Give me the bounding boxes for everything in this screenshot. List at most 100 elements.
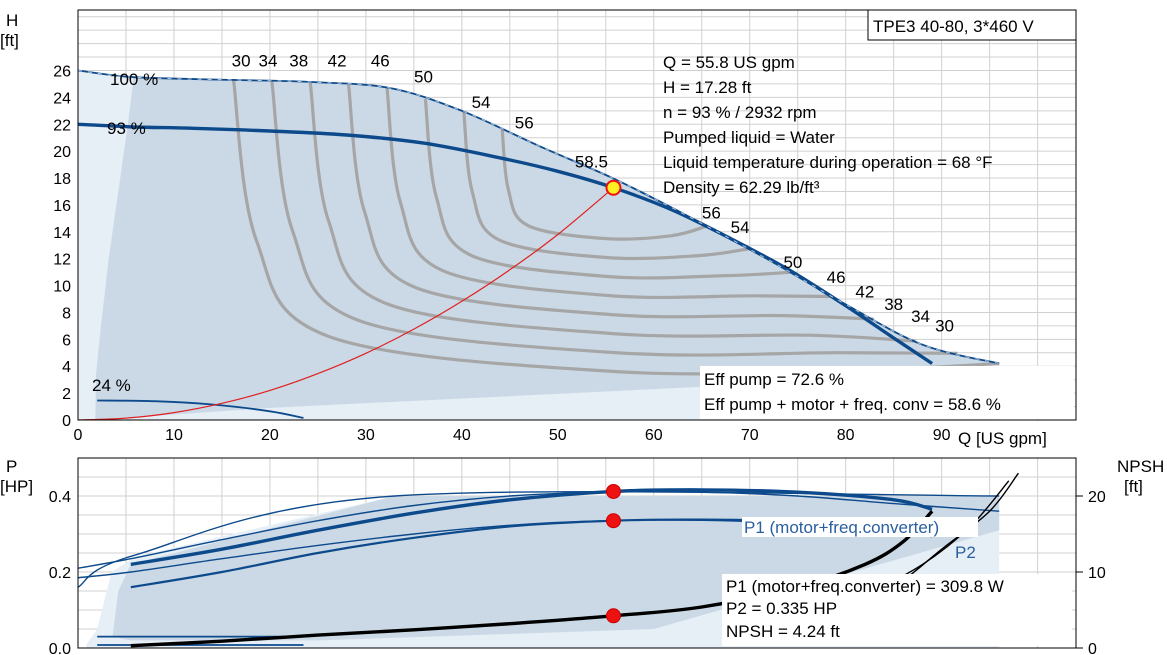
iso-efficiency-curve-54 bbox=[462, 111, 749, 261]
info-liquid: Pumped liquid = Water bbox=[663, 128, 835, 147]
speed-label: 24 % bbox=[92, 376, 131, 395]
speed-curves bbox=[78, 69, 1000, 419]
chart-title: TPE3 40-80, 3*460 V bbox=[873, 17, 1034, 36]
power-tick-labels: 0.0 0.2 0.4 0 10 20 bbox=[49, 489, 1106, 655]
efficiency-label: 34 bbox=[911, 307, 930, 326]
efficiency-label: 30 bbox=[232, 51, 251, 70]
eff-total: Eff pump + motor + freq. conv = 58.6 % bbox=[704, 395, 1001, 414]
y-tick-label: 22 bbox=[53, 117, 71, 134]
x-tick-label: 10 bbox=[165, 427, 183, 444]
speed-label: 100 % bbox=[110, 70, 158, 89]
npsh-curve bbox=[130, 510, 934, 648]
x-tick-label: 80 bbox=[837, 427, 855, 444]
p2-series-label: P2 bbox=[955, 543, 976, 562]
npsh-tick-label: 0 bbox=[1088, 641, 1097, 655]
head-axis-label-line2: [ft] bbox=[0, 31, 19, 50]
power-tick-label: 0.2 bbox=[49, 565, 71, 582]
speed-label: 93 % bbox=[107, 119, 146, 138]
y-tick-label: 2 bbox=[62, 386, 71, 403]
y-tick-label: 24 bbox=[53, 90, 71, 107]
efficiency-label: 56 bbox=[515, 113, 534, 132]
efficiency-label: 58.5 bbox=[575, 152, 608, 171]
iso-efficiency-curve-34 bbox=[270, 80, 958, 357]
npsh-axis-label-line1: NPSH bbox=[1117, 457, 1164, 476]
y-tick-label: 6 bbox=[62, 332, 71, 349]
x-tick-label: 90 bbox=[933, 427, 951, 444]
power-chart-frame bbox=[77, 457, 1077, 649]
efficiency-label: 46 bbox=[371, 51, 390, 70]
y-tick-label: 20 bbox=[53, 144, 71, 161]
eff-pump: Eff pump = 72.6 % bbox=[704, 370, 844, 389]
y-tick-label: 26 bbox=[53, 63, 71, 80]
efficiency-label: 54 bbox=[472, 93, 491, 112]
y-tick-label: 0 bbox=[62, 413, 71, 430]
iso-efficiency-curves bbox=[231, 79, 1000, 376]
operating-point bbox=[605, 179, 622, 196]
power-operating-point-1 bbox=[605, 513, 621, 529]
iso-efficiency-curve-38 bbox=[308, 81, 916, 343]
info-density: Density = 62.29 lb/ft³ bbox=[663, 178, 820, 197]
iso-efficiency-curve-46 bbox=[385, 87, 833, 300]
operating-point-marker bbox=[605, 179, 622, 196]
y-tick-label: 14 bbox=[53, 225, 71, 242]
x-tick-label: 70 bbox=[741, 427, 759, 444]
power-operating-point-2 bbox=[605, 608, 621, 624]
npsh-tick-label: 10 bbox=[1088, 565, 1106, 582]
power-axis-label-line2: [HP] bbox=[0, 477, 33, 496]
speed-curve-24 bbox=[97, 399, 304, 419]
efficiency-label: 50 bbox=[783, 253, 802, 272]
flow-axis-label: Q [US gpm] bbox=[958, 429, 1047, 448]
x-tick-label: 30 bbox=[357, 427, 375, 444]
power-curve-0 bbox=[130, 488, 933, 567]
x-tick-label: 50 bbox=[549, 427, 567, 444]
readout-p1: P1 (motor+freq.converter) = 309.8 W bbox=[726, 577, 1004, 596]
y-tick-label: 18 bbox=[53, 171, 71, 188]
info-text-block: Q = 55.8 US gpm H = 17.28 ft n = 93 % / … bbox=[663, 53, 993, 197]
power-operating-point-0 bbox=[605, 483, 621, 499]
efficiency-label: 56 bbox=[702, 203, 721, 222]
x-tick-label: 60 bbox=[645, 427, 663, 444]
readout-p2: P2 = 0.335 HP bbox=[726, 599, 837, 618]
p1-label-bg bbox=[742, 517, 978, 537]
y-tick-label: 16 bbox=[53, 198, 71, 215]
power-tick-label: 0.4 bbox=[49, 489, 71, 506]
speed-labels: 100 % 93 % 24 % bbox=[92, 70, 158, 395]
head-axis-label-line1: H bbox=[6, 11, 18, 30]
power-envelope-line-0 bbox=[78, 491, 1000, 569]
efficiency-label: 50 bbox=[414, 68, 433, 87]
npsh-axis-label-line2: [ft] bbox=[1124, 477, 1143, 496]
p1-series-label: P1 (motor+freq.converter) bbox=[744, 518, 939, 537]
iso-efficiency-curve-50 bbox=[423, 99, 791, 280]
info-temperature: Liquid temperature during operation = 68… bbox=[663, 153, 993, 172]
efficiency-label: 54 bbox=[731, 218, 750, 237]
power-axis-label-line1: P bbox=[6, 457, 17, 476]
efficiency-label: 34 bbox=[259, 51, 278, 70]
info-flow: Q = 55.8 US gpm bbox=[663, 53, 795, 72]
efficiency-label: 38 bbox=[289, 51, 308, 70]
y-tick-label: 4 bbox=[62, 359, 71, 376]
y-tick-label: 12 bbox=[53, 252, 71, 269]
npsh-tick-label: 20 bbox=[1088, 489, 1106, 506]
iso-efficiency-curve-42 bbox=[347, 84, 874, 321]
head-tick-labels: 0 10 20 30 40 50 60 70 80 90024681012141618202224… bbox=[53, 63, 950, 444]
y-tick-label: 10 bbox=[53, 279, 71, 296]
power-operating-points bbox=[605, 483, 621, 624]
info-speed: n = 93 % / 2932 rpm bbox=[663, 103, 817, 122]
efficiency-label: 30 bbox=[935, 316, 954, 335]
readout-npsh: NPSH = 4.24 ft bbox=[726, 622, 840, 641]
efficiency-box bbox=[700, 366, 1074, 419]
efficiency-label: 38 bbox=[884, 295, 903, 314]
head-chart: 0 10 20 30 40 50 60 70 80 90024681012141618202224… bbox=[0, 9, 1077, 448]
power-chart: 0.0 0.2 0.4 0 10 20 P [HP] NPSH [ft] P1 (moto… bbox=[0, 457, 1164, 655]
iso-efficiency-curve-56 bbox=[500, 129, 707, 241]
efficiency-label: 46 bbox=[827, 268, 846, 287]
efficiency-labels: 30 34 38 42 46 50 54 56 58.5 56 54 50 46 42 38 34 30 bbox=[232, 51, 954, 335]
head-chart-frame bbox=[77, 9, 1077, 421]
efficiency-label: 42 bbox=[855, 283, 874, 302]
x-tick-label: 20 bbox=[261, 427, 279, 444]
info-head: H = 17.28 ft bbox=[663, 78, 752, 97]
title-box bbox=[867, 9, 1077, 41]
y-tick-label: 8 bbox=[62, 305, 71, 322]
power-tick-label: 0.0 bbox=[49, 641, 71, 655]
